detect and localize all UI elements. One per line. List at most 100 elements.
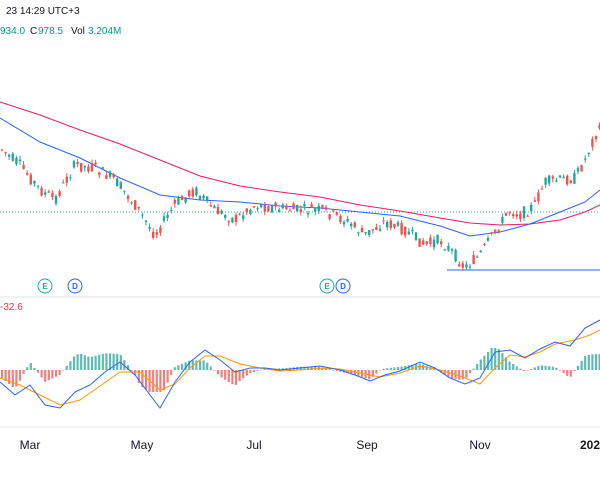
macd-histogram-bar (472, 368, 475, 370)
candle-body (501, 216, 504, 223)
candle-body (18, 159, 22, 162)
candle-body (195, 187, 198, 196)
candle-body (432, 239, 436, 248)
macd-histogram-bar (173, 367, 176, 370)
macd-histogram-bar (252, 370, 256, 372)
macd-histogram-bar (551, 366, 554, 370)
macd-histogram-bar (566, 370, 569, 376)
candle-body (540, 188, 544, 190)
macd-histogram-bar (33, 367, 36, 370)
candle-body (515, 214, 518, 217)
candle-body (450, 249, 454, 251)
candle-body (29, 174, 32, 185)
macd-histogram-bar (411, 364, 414, 370)
candle-body (386, 221, 389, 228)
macd-histogram-bar (209, 366, 212, 370)
candle-body (465, 264, 468, 268)
candle-body (353, 222, 356, 228)
candle-body (332, 210, 335, 212)
macd-histogram-bar (108, 353, 112, 370)
candle-body (306, 213, 310, 215)
candle-body (364, 232, 367, 234)
candle-body (15, 157, 18, 164)
candle-body (47, 191, 50, 193)
candle-body (335, 212, 338, 215)
macd-histogram-bar (263, 368, 266, 370)
macd-histogram-bar (422, 364, 425, 370)
candle-body (321, 205, 324, 208)
macd-histogram-bar (346, 370, 349, 374)
macd-histogram-bar (123, 360, 126, 370)
macd-histogram-bar (245, 370, 248, 376)
macd-histogram-bar (569, 370, 572, 377)
candle-body (159, 227, 162, 233)
candle-body (101, 167, 104, 169)
earnings-marker[interactable]: E (37, 278, 53, 294)
candle-body (317, 205, 320, 212)
candle-body (396, 222, 400, 226)
macd-histogram-bar (594, 354, 598, 370)
candle-body (245, 208, 248, 213)
candle-body (537, 192, 540, 202)
macd-histogram-bar (206, 362, 209, 370)
candle-body (436, 235, 439, 244)
macd-histogram-bar (389, 367, 392, 370)
macd-histogram-bar (515, 366, 518, 370)
macd-histogram-bar (137, 370, 140, 383)
candle-body (562, 176, 565, 179)
candle-body (328, 214, 331, 220)
macd-histogram-bar (393, 367, 396, 370)
macd-histogram-bar (321, 367, 324, 370)
macd-histogram-bar (58, 370, 61, 375)
candle-body (378, 228, 382, 231)
candle-body (530, 204, 533, 211)
header-close-value: 978.5 (38, 26, 63, 37)
candle-body (479, 250, 482, 253)
macd-histogram-bar (112, 353, 115, 370)
earnings-marker[interactable]: E (319, 278, 335, 294)
macd-histogram-bar (533, 367, 536, 370)
macd-histogram-bar (573, 370, 576, 371)
macd-histogram-bar (461, 370, 464, 380)
macd-histogram-bar (306, 366, 310, 370)
macd-histogram-bar (72, 356, 76, 370)
macd-histogram-bar (371, 370, 374, 377)
candle-body (400, 222, 403, 235)
candle-body (26, 173, 29, 175)
candle-body (198, 195, 202, 200)
macd-histogram-bar (249, 370, 252, 374)
candle-body (274, 202, 277, 207)
macd-histogram-bar (144, 370, 148, 390)
candle-body (371, 229, 374, 231)
macd-histogram-bar (11, 370, 14, 387)
macd-histogram-bar (522, 370, 526, 371)
macd-histogram-bar (425, 365, 428, 370)
candle-body (594, 136, 598, 140)
header-vol-label: Vol (71, 26, 85, 37)
candle-body (418, 238, 421, 247)
macd-histogram-bar (260, 369, 263, 371)
macd-histogram-bar (47, 370, 50, 381)
macd-histogram-bar (494, 348, 497, 370)
candle-body (566, 175, 569, 185)
dividend-marker-label: D (72, 282, 78, 291)
macd-histogram-bar (62, 370, 65, 371)
macd-lines (0, 319, 600, 409)
candle-body (112, 173, 115, 178)
macd-histogram-bar (216, 370, 220, 375)
dividend-marker[interactable]: D (67, 278, 83, 294)
candle-body (126, 195, 130, 200)
x-tick-label: Nov (469, 438, 490, 452)
candle-body (375, 226, 378, 230)
candle-body (508, 212, 511, 214)
candle-body (72, 161, 76, 168)
macd-histogram-bar (418, 363, 421, 370)
macd-histogram-bar (141, 370, 144, 388)
dividend-marker[interactable]: D (335, 278, 351, 294)
macd-value-label: -32.6 (0, 302, 23, 313)
macd-histogram-bar (177, 365, 180, 370)
macd-histogram-bar (184, 362, 187, 370)
macd-histogram-bar (519, 368, 522, 370)
candle-body (292, 203, 295, 210)
